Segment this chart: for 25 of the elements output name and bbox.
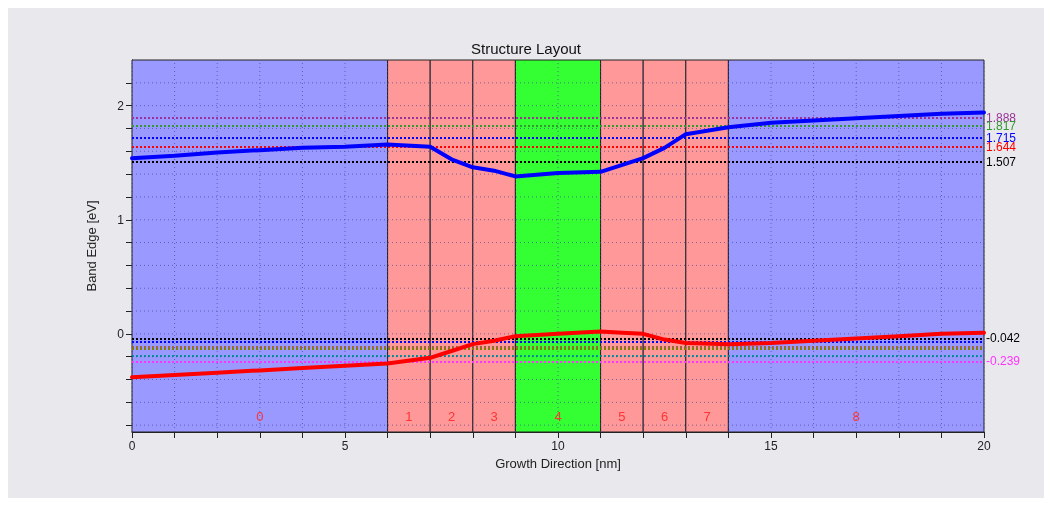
y-axis-title: Band Edge [eV] bbox=[84, 200, 99, 292]
band-label: 4 bbox=[554, 408, 562, 424]
line-series bbox=[130, 110, 986, 179]
x-tick-label: 10 bbox=[551, 439, 565, 453]
line-series bbox=[130, 329, 986, 380]
band-label: 5 bbox=[618, 408, 626, 424]
ref-line-label: -0.239 bbox=[986, 354, 1021, 369]
band-label: 8 bbox=[852, 408, 860, 424]
y-tick-label: 0 bbox=[117, 326, 125, 341]
band-label: 1 bbox=[405, 408, 413, 424]
x-tick-label: 5 bbox=[341, 439, 349, 453]
band-label: 3 bbox=[490, 408, 498, 424]
x-tick-label: 20 bbox=[977, 439, 991, 453]
ref-line-label: 1.507 bbox=[986, 154, 1017, 169]
x-tick-label: 15 bbox=[764, 439, 778, 453]
band-label: 6 bbox=[660, 408, 669, 424]
x-axis-title: Growth Direction [nm] bbox=[495, 455, 621, 471]
chart-title: Structure Layout bbox=[470, 40, 582, 57]
x-tick-label: 0 bbox=[128, 439, 136, 453]
band-label: 2 bbox=[447, 408, 456, 424]
band-label: 7 bbox=[703, 408, 711, 424]
band-label: 0 bbox=[256, 408, 264, 424]
ref-line-label: -0.042 bbox=[986, 331, 1021, 346]
y-tick-label: 1 bbox=[117, 212, 125, 227]
y-tick-label: 2 bbox=[117, 98, 125, 113]
